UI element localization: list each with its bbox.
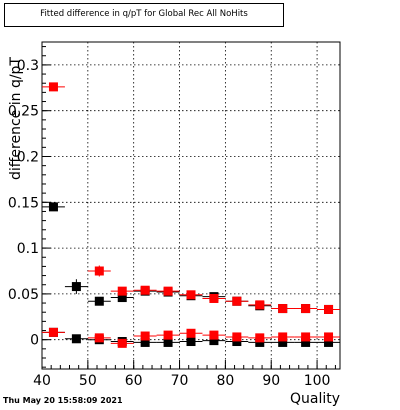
data-point [186,328,196,338]
data-point [324,304,334,314]
data-point [278,332,288,342]
data-point [324,332,334,342]
x-tick-label: 80 [216,373,234,389]
data-point [71,282,81,292]
x-tick-label: 90 [262,373,280,389]
data-point [48,202,58,212]
data-series [42,82,340,314]
data-point [186,290,196,300]
data-point [209,330,219,340]
data-point [94,296,104,306]
x-tick-label: 70 [171,373,189,389]
axes: 40 50 60 70 80 90 100 0 0.05 0.1 0.15 0.2 0.25 0.3 [8,41,341,389]
data-points [42,82,340,348]
data-point [209,336,219,346]
y-tick-label: 0.15 [8,195,39,211]
data-point [301,304,311,314]
plot-frame [41,41,341,370]
data-point [255,333,265,343]
data-point [324,337,334,347]
y-tick-label: 0.1 [17,241,39,257]
data-point [140,331,150,341]
data-point [140,337,150,347]
y-tick-label: 0.25 [8,104,39,120]
grid-lines [42,42,340,369]
y-axis-label: difference in q/pT [8,57,24,180]
data-point [117,286,127,296]
x-tick-label: 60 [125,373,143,389]
title-box: Fitted difference in q/pT for Global Rec… [4,3,284,27]
y-tick-label: 0 [30,333,39,349]
data-point [163,337,173,347]
data-point [163,330,173,340]
data-point [232,337,242,347]
data-point [186,337,196,347]
data-point [94,333,104,343]
data-point [255,337,265,347]
data-point [94,266,104,276]
data-point [232,332,242,342]
chart-title: Fitted difference in q/pT for Global Rec… [40,9,248,19]
data-point [163,286,173,296]
y-tick-label: 0.05 [8,287,39,303]
y-tick-label: 0.3 [17,58,39,74]
data-point [140,285,150,295]
data-point [278,337,288,347]
data-point [232,296,242,306]
data-point [117,293,127,303]
data-point [117,338,127,348]
data-point [255,300,265,310]
x-tick-label: 50 [79,373,97,389]
timestamp: Thu May 20 15:58:09 2021 [3,396,123,405]
data-point [301,332,311,342]
data-point [301,337,311,347]
data-point [48,327,58,337]
data-series [42,327,340,348]
y-tick-label: 0.2 [17,149,39,165]
data-point [71,334,81,344]
x-axis-label: Quality [289,391,340,407]
data-point [209,293,219,303]
data-point [278,304,288,314]
x-tick-label: 100 [304,373,331,389]
data-point [48,82,58,92]
x-tick-label: 40 [33,373,51,389]
